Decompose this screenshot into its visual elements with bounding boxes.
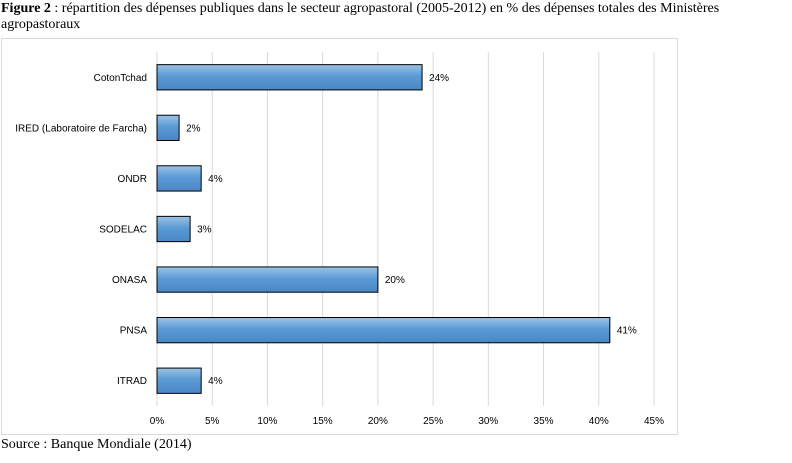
data-label: 2% [186, 123, 201, 134]
category-labels: CotonTchad IRED (Laboratoire de Farcha) ON… [15, 73, 147, 387]
category-label: IRED (Laboratoire de Farcha) [15, 123, 147, 134]
category-label: ONDR [118, 174, 147, 185]
x-tick-label: 35% [534, 416, 554, 427]
x-tick-label: 10% [257, 416, 277, 427]
x-tick-label: 40% [589, 416, 609, 427]
category-label: SODELAC [99, 225, 147, 236]
bar [156, 165, 202, 192]
data-label: 24% [429, 73, 449, 84]
bar [156, 215, 191, 243]
x-tick-label: 30% [478, 416, 498, 427]
figure-caption-text: : répartition des dépenses publiques dan… [1, 1, 720, 32]
data-labels: 24% 2% 4% 3% 20% 41% 4% [186, 73, 637, 387]
figure-label: Figure 2 [1, 1, 51, 16]
data-label: 4% [208, 174, 223, 185]
x-axis-tick-labels: 0% 5% 10% 15% 20% 25% 30% 35% 40% 45% [150, 416, 664, 427]
category-label: PNSA [120, 326, 148, 337]
bar [156, 317, 611, 344]
x-tick-label: 15% [313, 416, 333, 427]
figure-caption: Figure 2 : répartition des dépenses publ… [1, 1, 791, 33]
gridlines [156, 52, 655, 406]
category-label: ONASA [112, 275, 147, 286]
data-label: 41% [617, 326, 637, 337]
source-note: Source : Banque Mondiale (2014) [1, 437, 192, 452]
data-label: 3% [197, 225, 212, 236]
x-tick-label: 20% [368, 416, 388, 427]
data-label: 20% [385, 275, 405, 286]
x-tick-label: 5% [205, 416, 220, 427]
x-tick-label: 0% [150, 416, 165, 427]
x-tick-label: 25% [423, 416, 443, 427]
chart-area [1, 38, 678, 435]
bar [156, 266, 379, 293]
data-label: 4% [208, 376, 223, 387]
category-label: ITRAD [117, 376, 147, 387]
category-label: CotonTchad [94, 73, 147, 84]
bar [156, 114, 180, 142]
bar [156, 367, 202, 394]
bars [156, 64, 611, 394]
x-tick-label: 45% [644, 416, 664, 427]
bar [156, 64, 423, 91]
